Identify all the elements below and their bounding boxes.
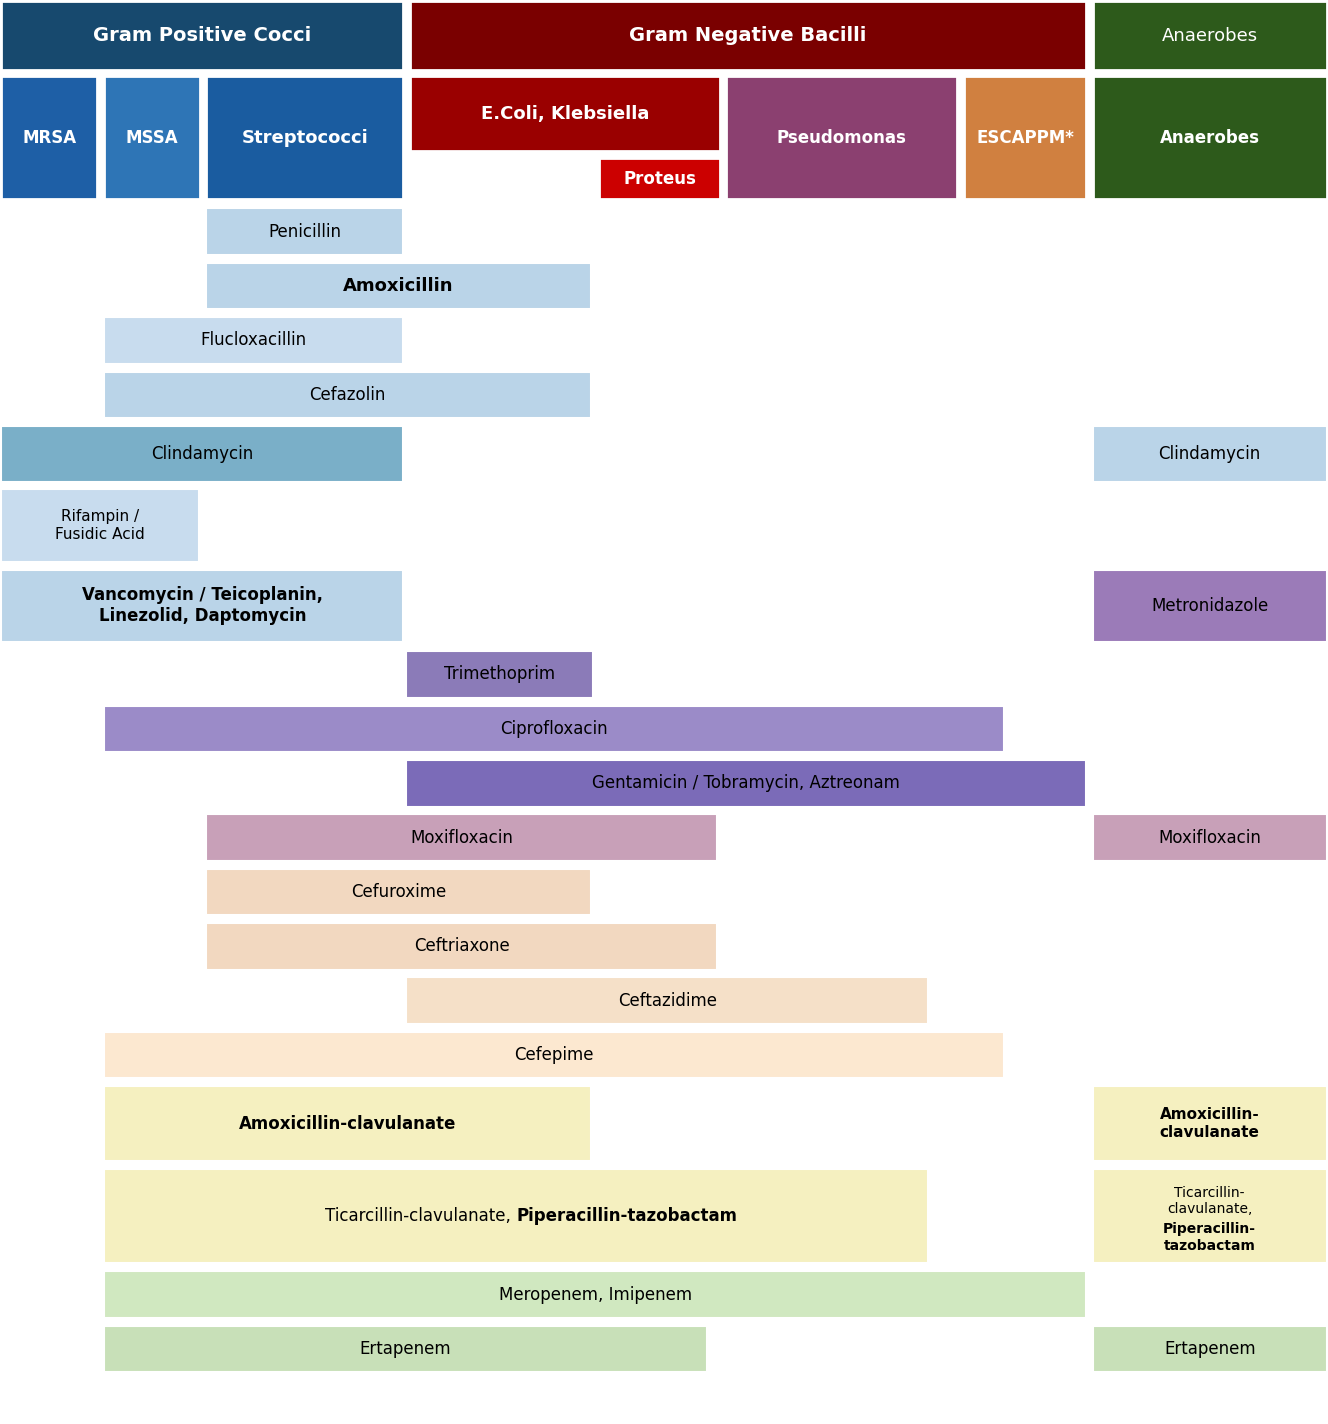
FancyBboxPatch shape (104, 1032, 1004, 1078)
Text: Moxifloxacin: Moxifloxacin (1158, 829, 1262, 847)
FancyBboxPatch shape (964, 77, 1086, 199)
FancyBboxPatch shape (599, 158, 720, 199)
FancyBboxPatch shape (206, 815, 717, 862)
Text: Amoxicillin-
clavulanate: Amoxicillin- clavulanate (1159, 1108, 1260, 1139)
FancyBboxPatch shape (104, 372, 591, 419)
FancyBboxPatch shape (206, 263, 591, 309)
FancyBboxPatch shape (410, 77, 720, 151)
Text: Clindamycin: Clindamycin (1158, 444, 1260, 463)
Text: Ertapenem: Ertapenem (360, 1340, 452, 1358)
Text: MRSA: MRSA (23, 128, 77, 147)
Text: Proteus: Proteus (623, 169, 696, 188)
FancyBboxPatch shape (1, 490, 199, 562)
Text: Ceftazidime: Ceftazidime (618, 991, 717, 1010)
FancyBboxPatch shape (406, 651, 594, 698)
FancyBboxPatch shape (1, 570, 404, 642)
Text: Anaerobes: Anaerobes (1162, 27, 1258, 44)
Text: Ticarcillin-clavulanate,: Ticarcillin-clavulanate, (325, 1208, 517, 1225)
FancyBboxPatch shape (206, 923, 717, 970)
FancyBboxPatch shape (1093, 815, 1327, 862)
FancyBboxPatch shape (104, 1169, 928, 1263)
Text: Ceftriaxone: Ceftriaxone (414, 937, 510, 956)
FancyBboxPatch shape (206, 208, 404, 255)
FancyBboxPatch shape (1, 77, 97, 199)
FancyBboxPatch shape (406, 977, 928, 1024)
FancyBboxPatch shape (104, 318, 404, 363)
Text: Piperacillin-tazobactam: Piperacillin-tazobactam (517, 1208, 737, 1225)
FancyBboxPatch shape (1093, 77, 1327, 199)
Text: Ciprofloxacin: Ciprofloxacin (501, 719, 608, 738)
Text: Metronidazole: Metronidazole (1151, 597, 1268, 615)
FancyBboxPatch shape (1093, 1, 1327, 70)
Text: Streptococci: Streptococci (242, 128, 368, 147)
Text: Meropenem, Imipenem: Meropenem, Imipenem (498, 1286, 692, 1303)
FancyBboxPatch shape (104, 1272, 1086, 1317)
Text: Penicillin: Penicillin (268, 222, 341, 241)
FancyBboxPatch shape (1, 426, 404, 481)
Text: ESCAPPM*: ESCAPPM* (976, 128, 1074, 147)
Text: Gram Positive Cocci: Gram Positive Cocci (93, 26, 312, 46)
Text: Amoxicillin: Amoxicillin (343, 278, 454, 295)
Text: Cefuroxime: Cefuroxime (351, 883, 446, 901)
FancyBboxPatch shape (206, 77, 404, 199)
FancyBboxPatch shape (726, 77, 957, 199)
Text: Cefazolin: Cefazolin (309, 386, 385, 404)
Text: Gram Negative Bacilli: Gram Negative Bacilli (629, 26, 867, 46)
FancyBboxPatch shape (1093, 570, 1327, 642)
Text: Ertapenem: Ertapenem (1163, 1340, 1255, 1358)
Text: Rifampin /
Fusidic Acid: Rifampin / Fusidic Acid (54, 510, 145, 541)
FancyBboxPatch shape (104, 77, 199, 199)
FancyBboxPatch shape (1, 1, 404, 70)
Text: E.Coli, Klebsiella: E.Coli, Klebsiella (481, 105, 649, 122)
FancyBboxPatch shape (410, 1, 1086, 70)
FancyBboxPatch shape (104, 1087, 591, 1161)
Text: Anaerobes: Anaerobes (1159, 128, 1260, 147)
Text: Piperacillin-
tazobactam: Piperacillin- tazobactam (1163, 1222, 1256, 1253)
FancyBboxPatch shape (1093, 426, 1327, 481)
FancyBboxPatch shape (406, 760, 1086, 806)
FancyBboxPatch shape (104, 705, 1004, 752)
Text: Ticarcillin-
clavulanate,: Ticarcillin- clavulanate, (1167, 1186, 1252, 1216)
Text: Amoxicillin-clavulanate: Amoxicillin-clavulanate (239, 1115, 456, 1132)
Text: Flucloxacillin: Flucloxacillin (201, 332, 307, 349)
FancyBboxPatch shape (1093, 1087, 1327, 1161)
Text: MSSA: MSSA (125, 128, 178, 147)
FancyBboxPatch shape (104, 1326, 706, 1373)
Text: Clindamycin: Clindamycin (151, 444, 254, 463)
FancyBboxPatch shape (1093, 1169, 1327, 1263)
Text: Pseudomonas: Pseudomonas (777, 128, 907, 147)
Text: Gentamicin / Tobramycin, Aztreonam: Gentamicin / Tobramycin, Aztreonam (592, 775, 900, 792)
Text: Vancomycin / Teicoplanin,
Linezolid, Daptomycin: Vancomycin / Teicoplanin, Linezolid, Dap… (82, 587, 323, 625)
Text: Moxifloxacin: Moxifloxacin (410, 829, 513, 847)
Text: Cefepime: Cefepime (514, 1047, 594, 1064)
FancyBboxPatch shape (206, 869, 591, 916)
Text: Trimethoprim: Trimethoprim (444, 665, 555, 684)
FancyBboxPatch shape (1093, 1326, 1327, 1373)
